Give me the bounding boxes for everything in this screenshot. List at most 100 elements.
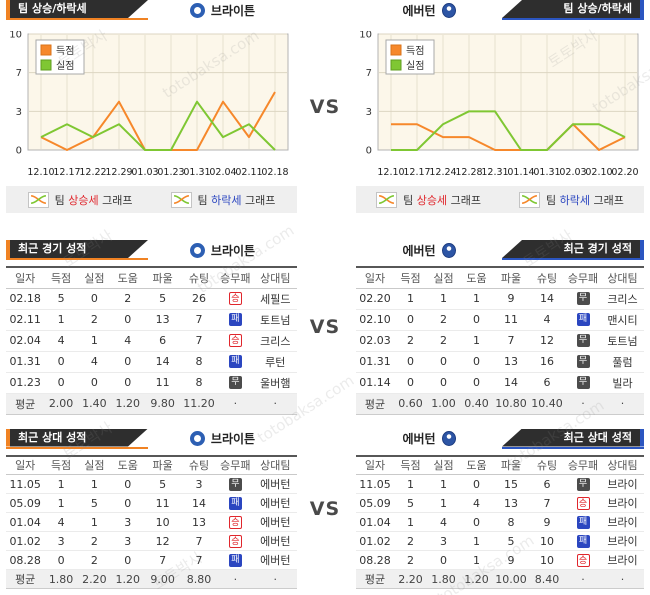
- table-cell: 6: [144, 330, 181, 352]
- table-cell: 패: [217, 309, 254, 331]
- downtrend-graph-button[interactable]: 팀 하락세 그래프: [519, 191, 624, 208]
- svg-text:3: 3: [16, 107, 22, 118]
- svg-text:02.04: 02.04: [209, 167, 236, 178]
- table-cell: 에버턴: [253, 531, 297, 551]
- svg-text:01.31: 01.31: [533, 167, 560, 178]
- table-cell: 0: [44, 550, 78, 570]
- table-cell: 크리스: [253, 330, 297, 352]
- table-cell: 0: [394, 351, 427, 373]
- table-cell: 7: [144, 550, 181, 570]
- table-cell: 9: [493, 288, 529, 310]
- table-cell: 7: [529, 493, 565, 513]
- svg-text:12.24: 12.24: [429, 167, 456, 178]
- recent-header-left: 최근 경기 성적 브라이튼: [6, 240, 297, 260]
- svg-text:02.03: 02.03: [559, 167, 586, 178]
- table-cell: 10.40: [529, 393, 565, 415]
- table-cell: ·: [217, 569, 254, 589]
- table-cell: 02.03: [356, 330, 394, 352]
- table-cell: 5: [394, 493, 427, 513]
- table-cell: 02.20: [356, 288, 394, 310]
- result-badge-win: 승: [228, 515, 242, 529]
- table-row: 01.14 0 0 0 14 6 무 빌라: [356, 372, 644, 394]
- table-row: 01.04 4 1 3 10 13 승 에버턴: [6, 512, 297, 532]
- table-cell: 4: [529, 309, 565, 331]
- trend-lines-icon: [519, 191, 540, 208]
- table-cell: 1: [394, 512, 427, 532]
- recent-table-left: 일자 득점 실점 도움 파울 슈팅 승무패 상대팀 02.18 5 0 2 5 26 승 세필드 02.11 1 2…: [6, 266, 297, 415]
- table-cell: 01.31: [6, 351, 45, 373]
- table-cell: 1.20: [111, 569, 145, 589]
- table-cell: 0: [394, 309, 427, 331]
- svg-text:12.31: 12.31: [481, 167, 508, 178]
- downtrend-graph-button[interactable]: 팀 하락세 그래프: [170, 191, 275, 208]
- result-badge-win: 승: [576, 553, 590, 567]
- table-cell: ·: [253, 569, 297, 589]
- table-cell: 5: [77, 493, 112, 513]
- svg-text:12.10: 12.10: [27, 167, 54, 178]
- table-cell: 4: [77, 351, 112, 373]
- result-badge-win: 승: [576, 496, 590, 510]
- table-cell: 6: [529, 474, 565, 494]
- svg-text:12.22: 12.22: [79, 167, 106, 178]
- table-cell: 1: [460, 330, 493, 352]
- table-cell: 01.02: [6, 531, 45, 551]
- table-cell: 0: [460, 372, 493, 394]
- team-right: 에버턴: [356, 0, 502, 20]
- team-logo-brighton-icon: [189, 2, 205, 18]
- table-cell: 0: [427, 351, 460, 373]
- table-cell: 0: [44, 351, 78, 373]
- table-cell: 3: [180, 474, 218, 494]
- result-badge-lose: 패: [228, 355, 242, 369]
- table-cell: 14: [180, 493, 218, 513]
- uptrend-graph-button[interactable]: 팀 상승세 그래프: [376, 191, 481, 208]
- banner-underline: [6, 258, 148, 260]
- table-cell: 8: [180, 351, 218, 373]
- trend-chart-right: 0 3 7 10 12.10 12.17 12.24 12.28 12.31 01.14 01.31…: [356, 31, 644, 179]
- table-cell: 1.80: [427, 569, 460, 589]
- table-cell: 2: [394, 550, 427, 570]
- recent-header-right: 에버턴 최근 경기 성적: [356, 240, 644, 260]
- svg-text:12.28: 12.28: [455, 167, 482, 178]
- table-cell: 01.14: [356, 372, 394, 394]
- table-cell: 8.80: [180, 569, 218, 589]
- svg-text:실점: 실점: [406, 60, 424, 72]
- recent-table-right: 일자 득점 실점 도움 파울 슈팅 승무패 상대팀 02.20 1 1 1 9 14 무 크리스 02.10 0 2…: [356, 266, 644, 415]
- average-row: 평균 0.60 1.00 0.40 10.80 10.40 · ·: [356, 393, 644, 415]
- table-cell: 1: [427, 288, 460, 310]
- table-cell: 0: [111, 550, 145, 570]
- column-header: 상대팀: [607, 271, 638, 285]
- team-logo-everton-icon: [441, 431, 456, 446]
- table-cell: 13: [493, 493, 529, 513]
- team-name: 브라이튼: [210, 3, 256, 18]
- table-cell: 무: [565, 372, 601, 394]
- table-row: 08.28 2 0 1 9 10 승 브라이: [356, 550, 644, 570]
- column-header: 도움: [117, 271, 138, 285]
- table-cell: 9.80: [144, 393, 181, 415]
- column-header: 승무패: [567, 271, 599, 285]
- svg-text:10: 10: [359, 31, 372, 41]
- uptrend-graph-button[interactable]: 팀 상승세 그래프: [27, 191, 133, 208]
- table-cell: 1: [460, 550, 493, 570]
- table-cell: 2: [427, 309, 460, 331]
- h2h-header-right: 에버턴 최근 상대 성적: [356, 428, 644, 449]
- table-cell: 7: [493, 330, 529, 352]
- average-row: 평균 2.20 1.80 1.20 10.00 8.40 · ·: [356, 569, 644, 589]
- table-cell: 4: [427, 512, 460, 532]
- table-cell: 4: [111, 330, 145, 352]
- section-banner: 팀 상승/하락세: [502, 0, 644, 20]
- section-banner-title: 팀 상승/하락세: [6, 0, 148, 18]
- table-cell: 2: [427, 330, 460, 352]
- vs-label: VS: [309, 316, 341, 339]
- trend-header-right: 에버턴 팀 상승/하락세: [356, 0, 644, 20]
- table-cell: 토트넘: [253, 309, 297, 331]
- table-cell: 2.00: [44, 393, 78, 415]
- table-cell: 승: [217, 531, 254, 551]
- table-cell: 16: [529, 351, 565, 373]
- svg-text:12.17: 12.17: [403, 167, 430, 178]
- table-row: 01.31 0 0 0 13 16 무 풀럼: [356, 351, 644, 373]
- column-header: 실점: [433, 459, 454, 473]
- table-cell: 무: [565, 351, 601, 373]
- section-banner-title: 최근 상대 성적: [6, 429, 148, 447]
- team-logo-everton-icon: [441, 2, 456, 18]
- table-cell: 에버턴: [253, 550, 297, 570]
